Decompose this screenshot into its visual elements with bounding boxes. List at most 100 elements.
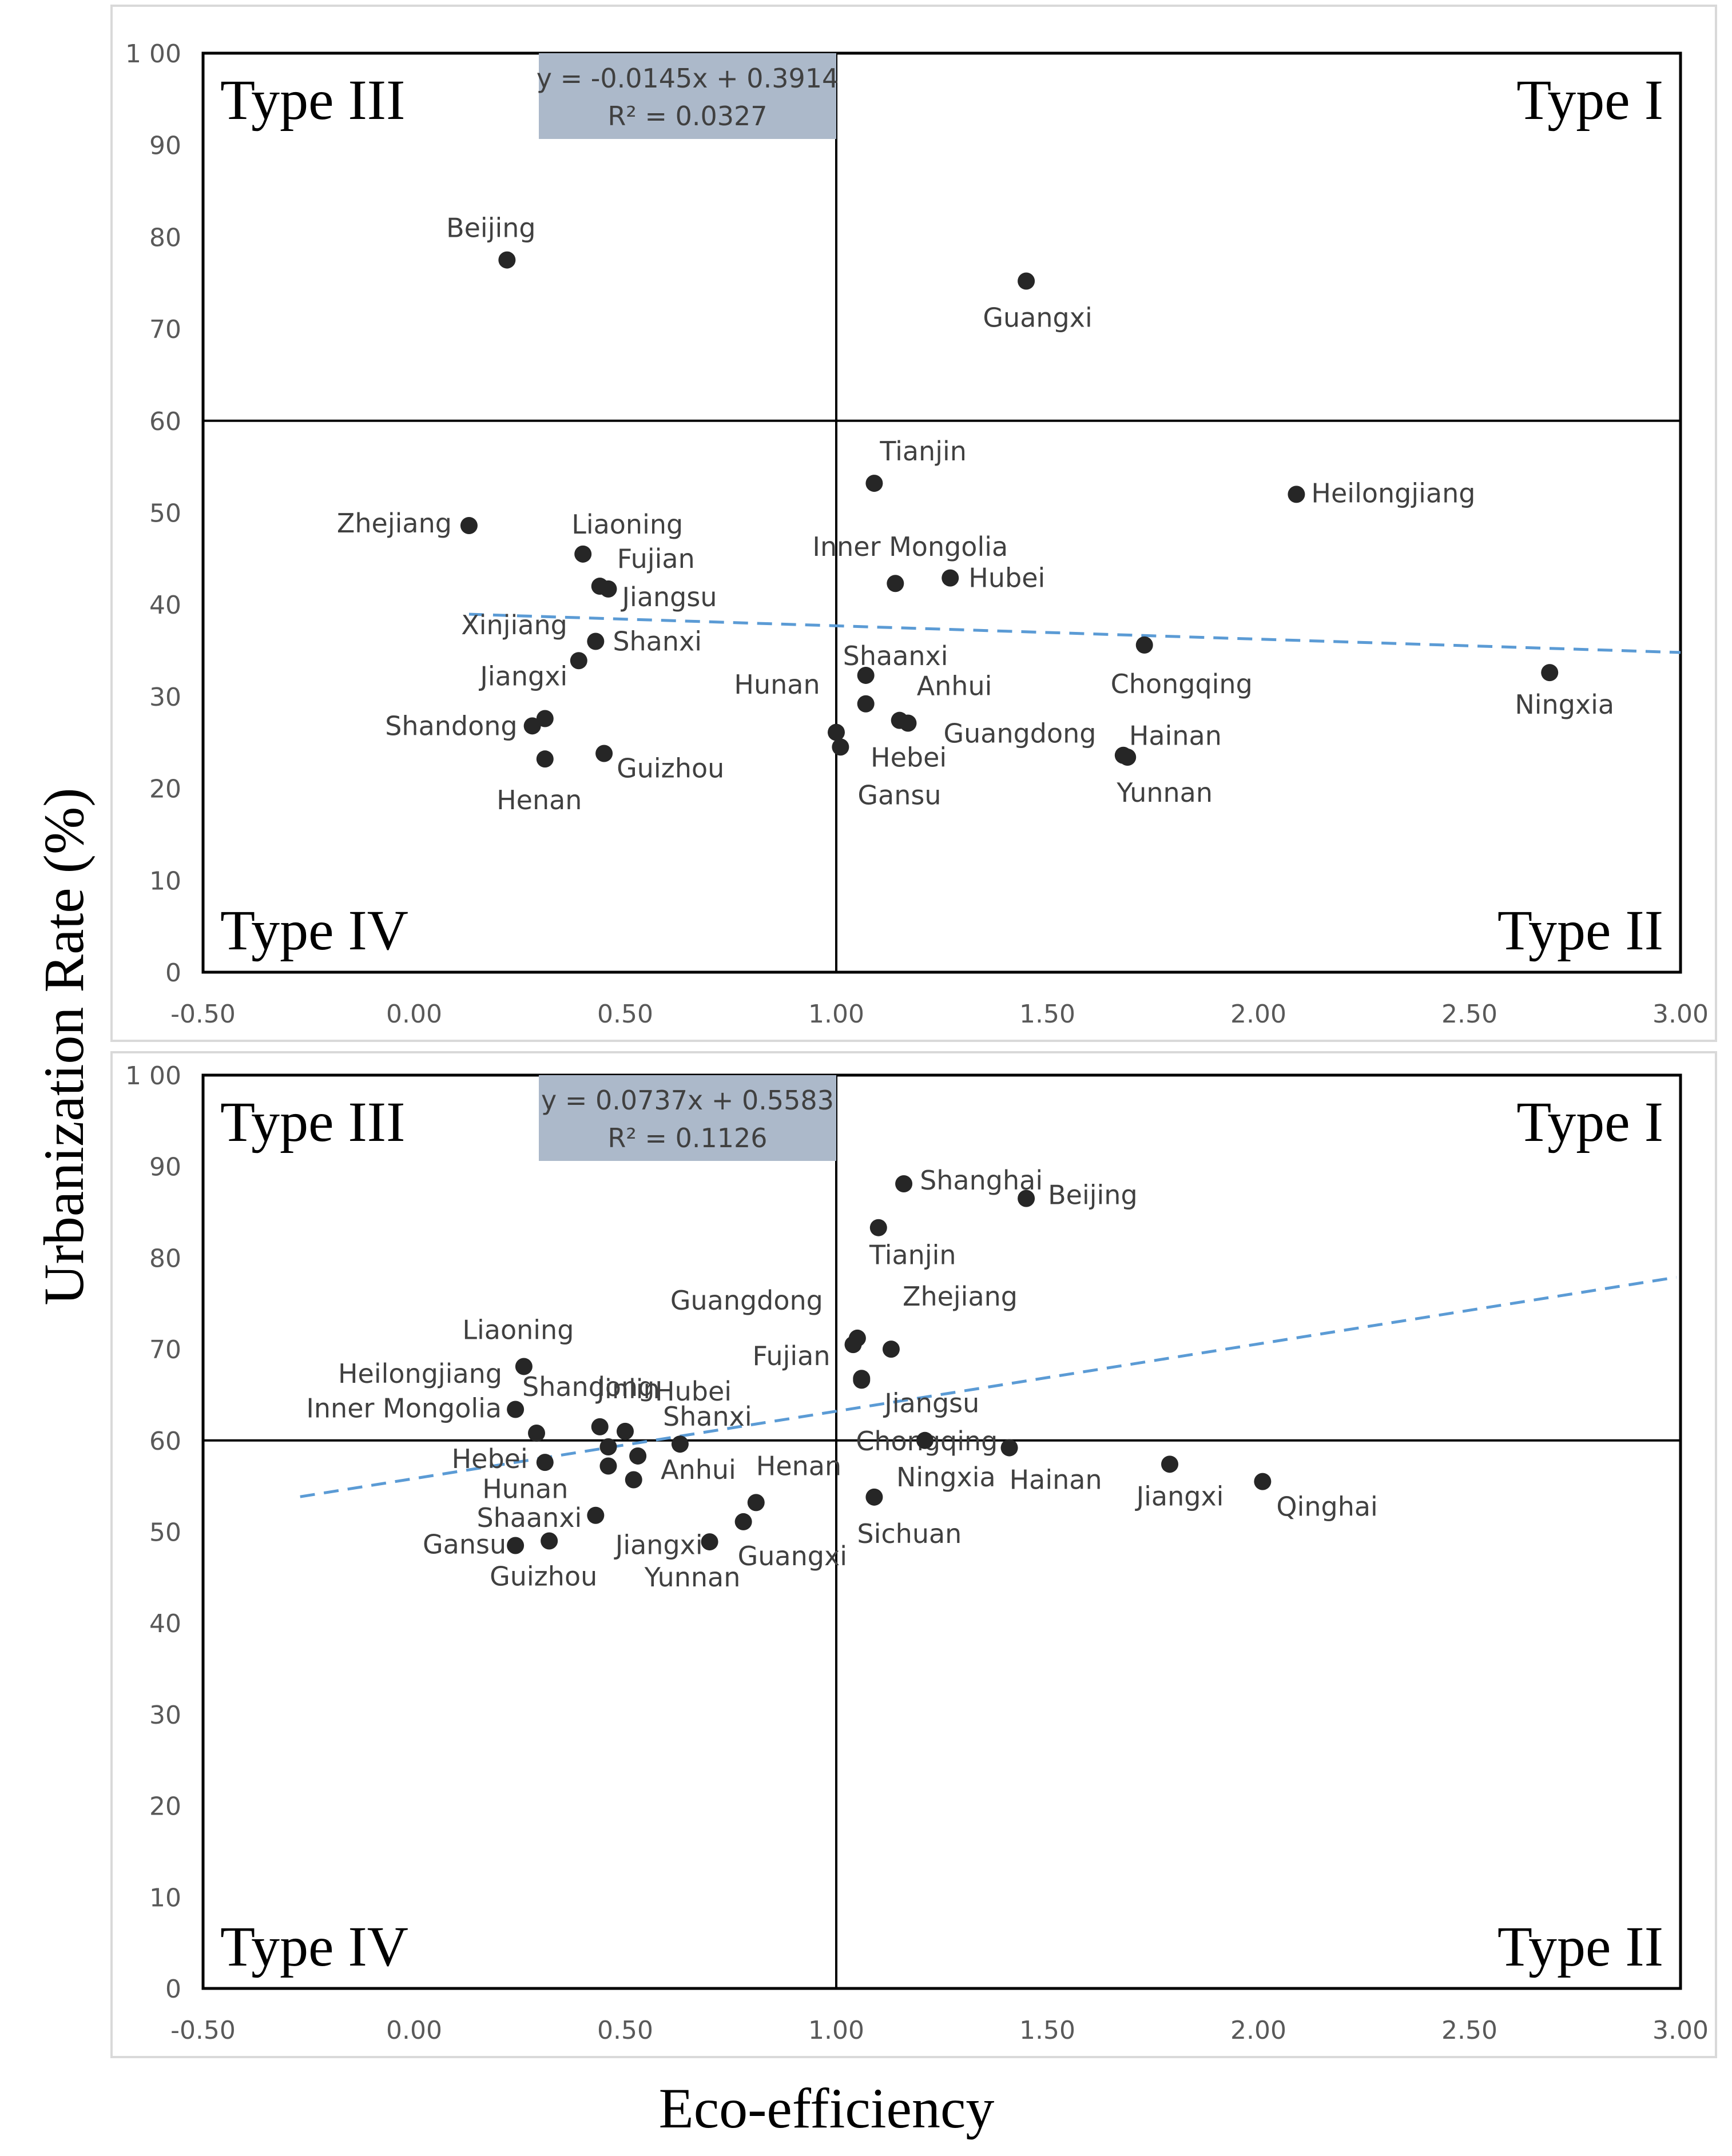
- x-tick-label: 1.00: [808, 1000, 864, 1029]
- y-tick-label: 50: [149, 1518, 181, 1548]
- data-point-label: Shaanxi: [476, 1502, 582, 1533]
- y-tick-label: 90: [149, 1153, 181, 1182]
- quadrant-label-type-i: Type I: [1516, 68, 1663, 132]
- data-point-label: Fujian: [753, 1340, 831, 1371]
- data-point: [1018, 272, 1035, 290]
- quadrant-label-type-iv: Type IV: [220, 1915, 408, 1978]
- y-tick-label: 1 00: [125, 1061, 181, 1091]
- regression-equation: y = -0.0145x + 0.3914: [537, 63, 839, 94]
- data-point-label: Shanxi: [613, 626, 702, 657]
- data-point: [844, 1336, 862, 1354]
- y-tick-label: 50: [149, 499, 181, 528]
- data-point: [899, 714, 917, 732]
- data-point: [887, 575, 904, 592]
- data-point: [536, 710, 554, 727]
- data-point-label: Jiangsu: [620, 582, 717, 612]
- data-point-label: Hainan: [1010, 1465, 1102, 1495]
- data-point-label: Henan: [756, 1450, 841, 1481]
- regression-equation-box: [539, 1075, 836, 1161]
- x-tick-label: 0.50: [597, 2016, 653, 2045]
- data-point: [625, 1471, 642, 1489]
- data-point: [857, 666, 875, 684]
- data-point-label: Shandong: [522, 1371, 654, 1402]
- regression-equation-box: [539, 53, 836, 139]
- chart-outer-frame: [110, 5, 1717, 1042]
- x-tick-label: 2.00: [1230, 1000, 1286, 1029]
- data-point-label: Hebei: [452, 1443, 528, 1474]
- data-point: [1135, 636, 1153, 654]
- y-tick-label: 60: [149, 1427, 181, 1456]
- trendline: [300, 1276, 1677, 1498]
- x-tick-label: 3.00: [1652, 1000, 1709, 1029]
- data-point: [617, 1422, 634, 1440]
- data-point: [595, 745, 613, 762]
- y-tick-label: 10: [149, 1883, 181, 1912]
- y-tick-label: 1 00: [125, 39, 181, 69]
- data-point-label: Yunnan: [644, 1562, 741, 1593]
- y-tick-label: 20: [149, 1792, 181, 1821]
- data-point-label: Liaoning: [571, 509, 683, 540]
- data-point-label: Hubei: [655, 1376, 732, 1407]
- y-tick-label: 30: [149, 1701, 181, 1730]
- data-point: [865, 475, 883, 492]
- y-axis-title: Urbanization Rate (%): [32, 787, 96, 1305]
- data-point: [536, 750, 554, 768]
- y-tick-label: 0: [165, 1975, 181, 2004]
- y-tick-label: 70: [149, 1335, 181, 1365]
- x-tick-label: 2.00: [1230, 2016, 1286, 2045]
- data-point-label: Guangdong: [670, 1285, 823, 1316]
- y-tick-label: 30: [149, 683, 181, 712]
- regression-r-squared: R² = 0.1126: [607, 1123, 767, 1153]
- data-point-label: Jiangxi: [1135, 1481, 1224, 1511]
- data-point: [507, 1401, 525, 1418]
- data-point: [734, 1513, 752, 1530]
- data-point-label: Hainan: [1129, 721, 1222, 751]
- data-point: [507, 1537, 525, 1554]
- data-point: [541, 1532, 558, 1550]
- regression-r-squared: R² = 0.0327: [607, 101, 767, 132]
- bottom-scatter-panel: 0 10 20 30 40 50 60 70 80 90 1 00 -0.50 0.00 0.50 1.00…: [110, 1051, 1717, 2058]
- data-point: [942, 569, 959, 587]
- x-axis-title: Eco-efficiency: [659, 2077, 995, 2140]
- data-point: [857, 695, 875, 713]
- data-point: [882, 1340, 900, 1358]
- data-point: [747, 1494, 765, 1511]
- data-point: [701, 1533, 718, 1551]
- data-point-label: Sichuan: [857, 1518, 962, 1549]
- data-point-label: Yunnan: [1116, 777, 1213, 808]
- data-point-label: Anhui: [661, 1454, 736, 1485]
- data-point: [599, 1438, 617, 1455]
- data-point: [1254, 1473, 1272, 1490]
- data-point-label: Jiangxi: [478, 661, 567, 691]
- data-point-label: Shanghai: [920, 1165, 1043, 1196]
- data-point-label: Anhui: [917, 671, 992, 702]
- data-point-label: Gansu: [423, 1529, 506, 1560]
- data-point: [916, 1431, 933, 1449]
- y-tick-label: 40: [149, 1609, 181, 1638]
- data-point-label: Shaanxi: [843, 641, 948, 671]
- data-point-label: Tianjin: [869, 1240, 956, 1271]
- quadrant-label-type-ii: Type II: [1497, 1915, 1663, 1978]
- x-tick-label: 2.50: [1441, 1000, 1497, 1029]
- x-tick-label: 1.00: [808, 2016, 864, 2045]
- data-point-label: Henan: [496, 785, 582, 816]
- data-point: [1541, 664, 1559, 682]
- y-tick-label: 80: [149, 1244, 181, 1273]
- data-point-label: Jinlin: [595, 1374, 660, 1405]
- data-point: [536, 1454, 554, 1471]
- data-point: [828, 723, 845, 741]
- data-point-label: Inner Mongolia: [306, 1393, 502, 1424]
- data-point-label: Qinghai: [1276, 1491, 1377, 1522]
- data-point: [1018, 1190, 1035, 1207]
- data-point: [599, 1457, 617, 1475]
- regression-equation: y = 0.0737x + 0.5583: [541, 1085, 834, 1116]
- x-tick-label: 0.00: [386, 2016, 442, 2045]
- y-tick-label: 40: [149, 591, 181, 620]
- data-point-label: Guizhou: [617, 753, 724, 784]
- quadrant-label-type-iii: Type III: [220, 1090, 405, 1153]
- data-point-label: Hunan: [482, 1474, 568, 1505]
- data-point: [1000, 1439, 1018, 1457]
- quadrant-label-type-ii: Type II: [1497, 898, 1663, 962]
- data-point-label: Guangxi: [738, 1541, 847, 1572]
- data-point: [629, 1447, 647, 1465]
